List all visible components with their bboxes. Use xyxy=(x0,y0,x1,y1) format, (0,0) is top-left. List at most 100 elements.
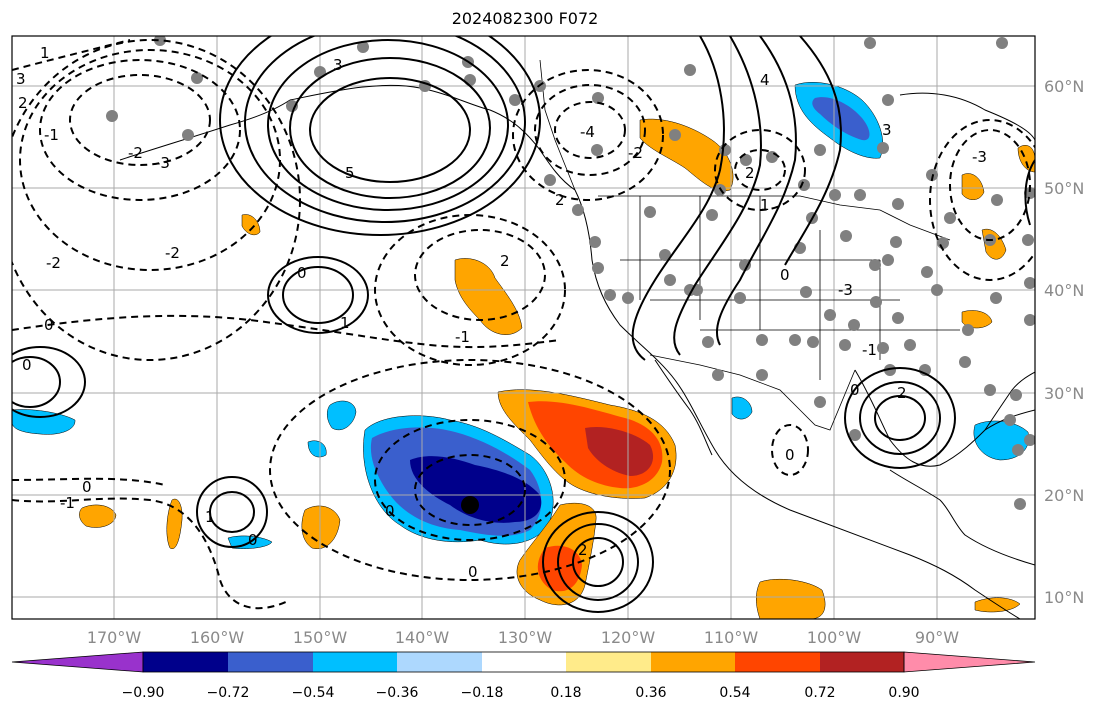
contour-low-gulf-alaska-3 xyxy=(534,84,646,176)
contour-label: 3 xyxy=(16,70,26,88)
lat-tick-label: 60°N xyxy=(1044,77,1084,96)
contour-low-baja-1 xyxy=(374,214,566,366)
contour-label: 2 xyxy=(500,252,510,270)
contour-label: 0 xyxy=(385,502,395,520)
contour-high-west-1 xyxy=(209,491,255,533)
colorbar-segment xyxy=(397,652,482,672)
contour-label: 2 xyxy=(897,384,907,402)
contour-label: -3 xyxy=(972,148,987,166)
contour-label: 4 xyxy=(760,71,770,89)
colorbar-tick-label: −0.54 xyxy=(292,685,335,701)
border-us-canada xyxy=(598,195,951,241)
lon-tick-label: 150°W xyxy=(293,628,348,647)
contour-label: 1 xyxy=(760,196,770,214)
lon-tick-label: 110°W xyxy=(704,628,759,647)
colorbar-segment xyxy=(228,652,313,672)
lon-tick-label: 90°W xyxy=(915,628,959,647)
lon-tick-label: 130°W xyxy=(498,628,553,647)
contour-low-top-left xyxy=(12,39,131,71)
lat-tick-label: 40°N xyxy=(1044,281,1084,300)
lon-tick-label: 170°W xyxy=(87,628,142,647)
contour-label: 0 xyxy=(468,563,478,581)
contour-low-west-2 xyxy=(39,59,241,201)
contour-label: 3 xyxy=(882,121,892,139)
colorbar-extend-low xyxy=(11,651,144,673)
contour-high-south-0 xyxy=(542,511,654,613)
anomaly-positive-mexico-south xyxy=(756,578,826,619)
contour-low-mid-row xyxy=(12,314,561,349)
contour-label: -4 xyxy=(580,123,595,141)
coastline-yucatan xyxy=(889,469,1035,566)
contour-high-alaska-3 xyxy=(267,39,509,211)
anomaly-positive-west-2 xyxy=(166,498,183,550)
lon-tick-label: 100°W xyxy=(807,628,862,647)
colorbar-tick-label: 0.36 xyxy=(635,685,666,701)
contour-ridge-4 xyxy=(784,36,842,266)
contour-high-alaska-1 xyxy=(219,36,541,236)
anomaly-negative-central-pacific-core xyxy=(410,456,542,523)
contour-label: 0 xyxy=(297,264,307,282)
contour-label: 2 xyxy=(18,94,28,112)
colorbar-tick-label: −0.36 xyxy=(376,685,419,701)
colorbar-segment xyxy=(651,652,735,672)
contour-label: -2 xyxy=(128,144,143,162)
contour-label: 0 xyxy=(44,316,54,334)
coastline-hudson xyxy=(899,92,1035,141)
contour-ridge-1 xyxy=(631,36,725,361)
gridlines xyxy=(12,36,1035,619)
state-lines xyxy=(620,196,960,380)
anomaly-positive-west-1 xyxy=(79,504,117,528)
coastline-baja xyxy=(654,359,713,456)
contour-low-pacific-core xyxy=(414,454,526,526)
contour-ridge-2 xyxy=(673,36,762,356)
colorbar-segment xyxy=(313,652,397,672)
colorbar-segment xyxy=(482,652,566,672)
anomaly-positive-east-3 xyxy=(1017,145,1035,173)
contour-low-se xyxy=(771,424,809,476)
contour-low-gulf-alaska-4 xyxy=(554,101,626,159)
colorbar-tick-label: 0.72 xyxy=(804,685,835,701)
contour-low-east-2 xyxy=(929,119,1035,281)
contour-high-mid-1 xyxy=(282,266,354,324)
contour-high-alaska-4 xyxy=(289,57,491,199)
lat-tick-label: 20°N xyxy=(1044,486,1084,505)
colorbar-tick-label: −0.90 xyxy=(122,685,165,701)
contour-low-canada-1 xyxy=(714,129,806,211)
colorbar-segment xyxy=(566,652,651,672)
coastline-alaska xyxy=(289,84,576,191)
contour-low-east-3 xyxy=(949,129,1031,241)
contour-high-alaska-5 xyxy=(309,77,471,183)
contour-label: 0 xyxy=(785,446,795,464)
anomaly-negative-small-3 xyxy=(731,396,753,420)
lat-tick-label: 50°N xyxy=(1044,179,1084,198)
contour-high-gulf-2 xyxy=(874,395,926,441)
contour-label: -1 xyxy=(44,126,59,144)
anomaly-positive-baja xyxy=(454,258,523,335)
contour-label: -3 xyxy=(838,281,853,299)
border-alaska-canada xyxy=(539,59,576,191)
colorbar-frame xyxy=(142,651,905,673)
contour-label: -2 xyxy=(165,244,180,262)
contour-low-baja-2 xyxy=(414,229,546,321)
contour-low-sw xyxy=(12,497,291,610)
chart-title: 2024082300 F072 xyxy=(451,9,599,28)
contour-label: 0 xyxy=(248,531,258,549)
contour-label: 2 xyxy=(745,164,755,182)
contours-solid xyxy=(12,36,1035,613)
contour-high-south-2 xyxy=(572,537,624,587)
contour-label: -1 xyxy=(862,341,877,359)
colorbar-tick-label: −0.72 xyxy=(207,685,250,701)
contour-label: -2 xyxy=(628,144,643,162)
colorbar-segment xyxy=(820,652,904,672)
contour-low-west-0 xyxy=(12,39,301,361)
contour-high-gulf-1 xyxy=(859,381,941,455)
lat-tick-label: 30°N xyxy=(1044,384,1084,403)
anomaly-positive-east-pacific-core xyxy=(585,426,654,476)
station-dots xyxy=(106,36,1035,510)
map-content: 1 2 3 -1 -2 -3 -4 3 5 0 1 -2 -1 2 0 0 -2… xyxy=(12,36,1035,619)
contours-dashed xyxy=(12,39,1035,610)
country-borders xyxy=(539,59,960,431)
colorbar-segment xyxy=(143,652,228,672)
colorbar: −0.90 −0.72 −0.54 −0.36 −0.18 0.18 0.36 … xyxy=(11,651,1036,701)
